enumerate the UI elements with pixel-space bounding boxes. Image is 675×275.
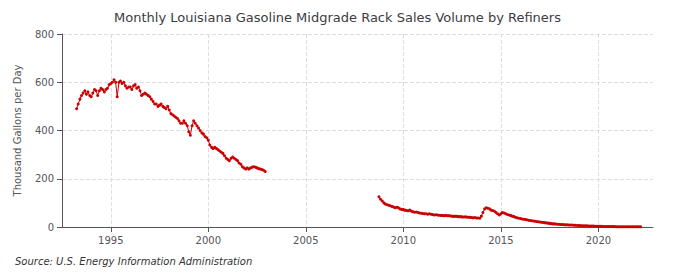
svg-text:400: 400 [35, 125, 54, 136]
svg-text:600: 600 [35, 77, 54, 88]
svg-text:2015: 2015 [488, 235, 513, 246]
svg-text:2000: 2000 [196, 235, 221, 246]
svg-text:2005: 2005 [293, 235, 318, 246]
svg-text:Monthly Louisiana Gasoline Mid: Monthly Louisiana Gasoline Midgrade Rack… [114, 10, 561, 25]
svg-text:2010: 2010 [391, 235, 416, 246]
svg-text:2020: 2020 [586, 235, 611, 246]
svg-text:200: 200 [35, 173, 54, 184]
svg-text:800: 800 [35, 29, 54, 40]
svg-text:1995: 1995 [98, 235, 123, 246]
svg-text:Source: U.S. Energy Informatio: Source: U.S. Energy Information Administ… [15, 256, 252, 267]
svg-text:0: 0 [48, 222, 54, 233]
svg-text:Thousand Gallons per Day: Thousand Gallons per Day [12, 64, 23, 197]
